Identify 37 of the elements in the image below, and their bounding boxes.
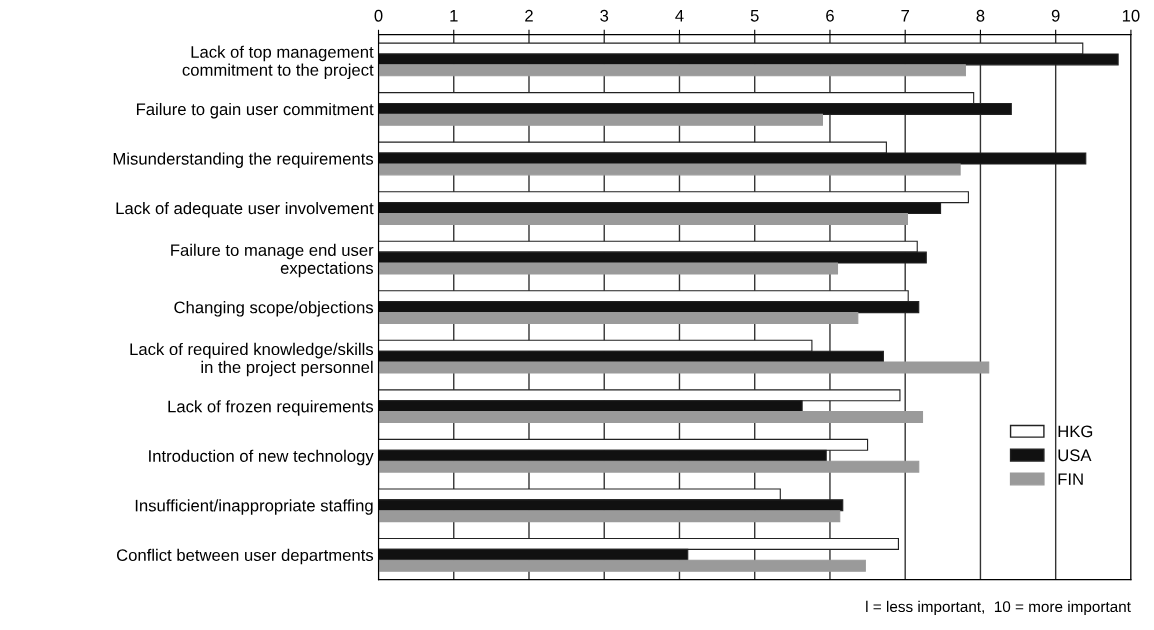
x-tick-label: 7: [901, 10, 909, 22]
x-tick-label: 6: [826, 9, 834, 22]
bar: [378, 460, 920, 473]
x-tick-label: 4: [675, 10, 684, 22]
legend-label: USA: [1058, 449, 1092, 462]
bar: [378, 361, 990, 374]
y-tick-label: Lack of adequate user involvement: [116, 202, 374, 218]
y-tick-label: Changing scope/objections: [174, 301, 374, 317]
y-tick-label: Lack of frozen requirements: [168, 400, 374, 416]
y-tick-label: Lack of top management commitment to the project: [182, 45, 374, 80]
y-tick-label: Failure to gain user commitment: [136, 102, 374, 119]
legend-label: HKG: [1058, 425, 1093, 438]
y-tick-label: Misunderstanding the requirements: [113, 152, 374, 168]
bar: [378, 411, 924, 424]
legend-label: FIN: [1058, 473, 1083, 485]
bar: [378, 312, 859, 325]
bar: [378, 212, 909, 225]
x-tick-label: 9: [1051, 9, 1060, 22]
x-tick-label: 5: [750, 10, 759, 22]
bar: [378, 510, 841, 523]
bar: [378, 64, 966, 77]
x-tick-label: 10: [1122, 9, 1140, 22]
x-tick-label: 8: [976, 9, 985, 22]
x-tick-label: 3: [600, 9, 609, 22]
x-tick-label: 0: [374, 9, 383, 22]
bar: [378, 113, 823, 126]
y-tick-label: Introduction of new technology: [149, 449, 374, 466]
bar: [378, 262, 839, 275]
y-tick-label: Conflict between user departments: [116, 548, 374, 565]
y-tick-label: Insufficient/inappropriate staffing: [135, 499, 373, 515]
bar: [378, 163, 961, 176]
y-tick-label: Lack of required knowledge/skills in the project personnel: [130, 342, 374, 377]
y-tick-label: Failure to manage end user expectations: [171, 243, 374, 278]
x-tick-label: 2: [525, 9, 533, 22]
bar: [378, 559, 866, 572]
text: l = less important, 10 = more important: [866, 600, 1131, 616]
x-tick-label: 1: [450, 10, 458, 22]
